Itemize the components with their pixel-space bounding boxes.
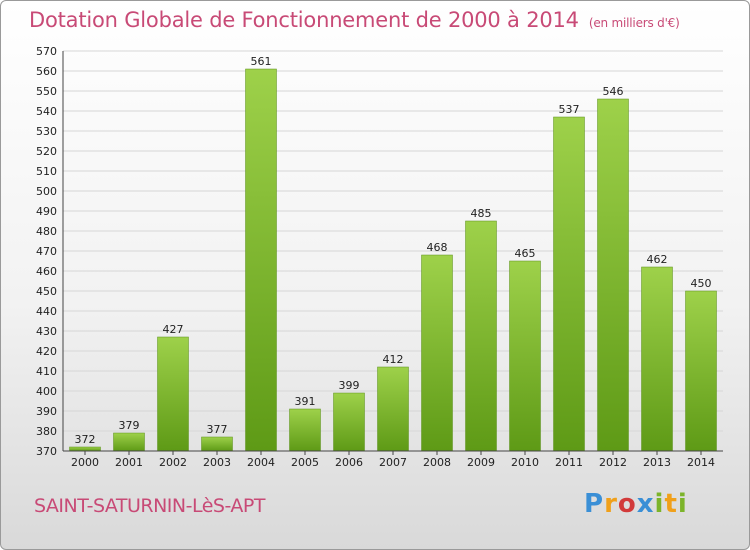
bar-2010 [509,260,541,452]
x-tick-label: 2009 [467,456,495,469]
logo-letter-o: o [617,489,637,519]
logo-letter-x: x [636,489,655,519]
y-tick-label: 440 [36,305,57,318]
logo-letter-r: r [604,489,618,519]
logo-letter-t: t [664,489,678,519]
x-tick-label: 2005 [291,456,319,469]
bar-2005 [289,408,321,452]
y-tick-label: 430 [36,325,57,338]
x-tick-label: 2003 [203,456,231,469]
bar-2012 [597,98,629,452]
y-tick-label: 550 [36,85,57,98]
axes: 370 380 390 400 410 420 430 440 450 460 470 480 490 5… [36,45,723,469]
commune-name: SAINT-SATURNIN-LèS-APT [34,495,265,517]
bar-value-label: 561 [251,55,272,68]
bar-value-label: 537 [559,103,580,116]
x-tick-label: 2014 [687,456,715,469]
bar-2013 [641,266,673,452]
y-tick-label: 380 [36,425,57,438]
logo-letter-i2: i [677,489,688,519]
x-tick-label: 2004 [247,456,275,469]
bar-value-label: 412 [383,353,404,366]
bar-value-label: 468 [427,241,448,254]
logo-letter-p: P [584,489,605,519]
y-tick-label: 450 [36,285,57,298]
x-tick-label: 2011 [555,456,583,469]
x-tick-label: 2001 [115,456,143,469]
y-tick-label: 370 [36,445,57,458]
bar-2004 [245,68,277,452]
x-tick-label: 2008 [423,456,451,469]
y-tick-label: 480 [36,225,57,238]
y-tick-label: 520 [36,145,57,158]
y-tick-label: 400 [36,385,57,398]
bar-2000 [69,446,101,452]
bar-value-label: 391 [295,395,316,408]
chart-title-text: Dotation Globale de Fonctionnement de 20… [29,8,579,32]
bar-value-label: 377 [207,423,228,436]
logo-letter-i: i [654,489,665,519]
x-tick-label: 2010 [511,456,539,469]
y-tick-label: 460 [36,265,57,278]
bar-2014 [685,290,717,452]
bars: 372 379 427 377 561 391 399 412 468 485 465 537 546 4… [69,55,717,452]
x-tick-label: 2000 [71,456,99,469]
bar-value-label: 450 [691,277,712,290]
y-tick-label: 510 [36,165,57,178]
bar-value-label: 485 [471,207,492,220]
bar-2007 [377,366,409,452]
bar-value-label: 379 [119,419,140,432]
chart-title: Dotation Globale de Fonctionnement de 20… [29,8,680,32]
x-tick-label: 2013 [643,456,671,469]
x-tick-label: 2002 [159,456,187,469]
x-tick-label: 2006 [335,456,363,469]
y-tick-label: 470 [36,245,57,258]
x-tick-label: 2012 [599,456,627,469]
x-tick-label: 2007 [379,456,407,469]
bar-2001 [113,432,145,452]
bar-value-label: 372 [75,433,96,446]
bar-2006 [333,392,365,452]
y-tick-label: 530 [36,125,57,138]
bar-value-label: 546 [603,85,624,98]
bar-2002 [157,336,189,452]
y-tick-label: 540 [36,105,57,118]
bar-2008 [421,254,453,452]
bar-value-label: 465 [515,247,536,260]
bar-2003 [201,436,233,452]
y-tick-label: 390 [36,405,57,418]
y-tick-label: 570 [36,45,57,58]
proxiti-logo[interactable]: Proxiti [584,489,688,519]
bar-value-label: 462 [647,253,668,266]
bar-2009 [465,220,497,452]
y-tick-label: 490 [36,205,57,218]
bar-2011 [553,116,585,452]
y-tick-label: 410 [36,365,57,378]
y-tick-label: 500 [36,185,57,198]
bar-value-label: 427 [163,323,184,336]
y-tick-label: 420 [36,345,57,358]
y-tick-label: 560 [36,65,57,78]
chart-subtitle: (en milliers d'€) [588,16,680,30]
bar-value-label: 399 [339,379,360,392]
